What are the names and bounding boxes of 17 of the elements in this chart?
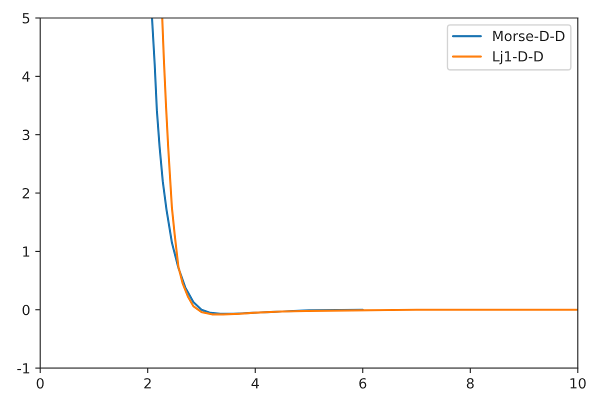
y-tick-label: 4 [22, 71, 30, 82]
y-tick-label: 5 [22, 13, 30, 24]
line-series [150, 18, 364, 315]
legend-label: Morse-D-D [493, 30, 564, 42]
x-tick-label: 10 [570, 378, 586, 389]
x-tick-label: 8 [466, 378, 474, 389]
x-tick-label: 2 [144, 378, 151, 388]
y-tick-label: 2 [22, 188, 30, 198]
x-tick-label: 4 [252, 378, 259, 388]
y-tick-label: 1 [23, 246, 30, 257]
y-tick-label: 3 [22, 130, 30, 140]
y-tick-label: -1 [17, 363, 30, 374]
legend-label: Lj1-D-D [493, 50, 543, 64]
line-series [161, 18, 578, 316]
x-tick-label: 6 [359, 378, 366, 389]
x-tick-label: 0 [36, 378, 44, 389]
y-tick-label: 0 [22, 304, 30, 316]
